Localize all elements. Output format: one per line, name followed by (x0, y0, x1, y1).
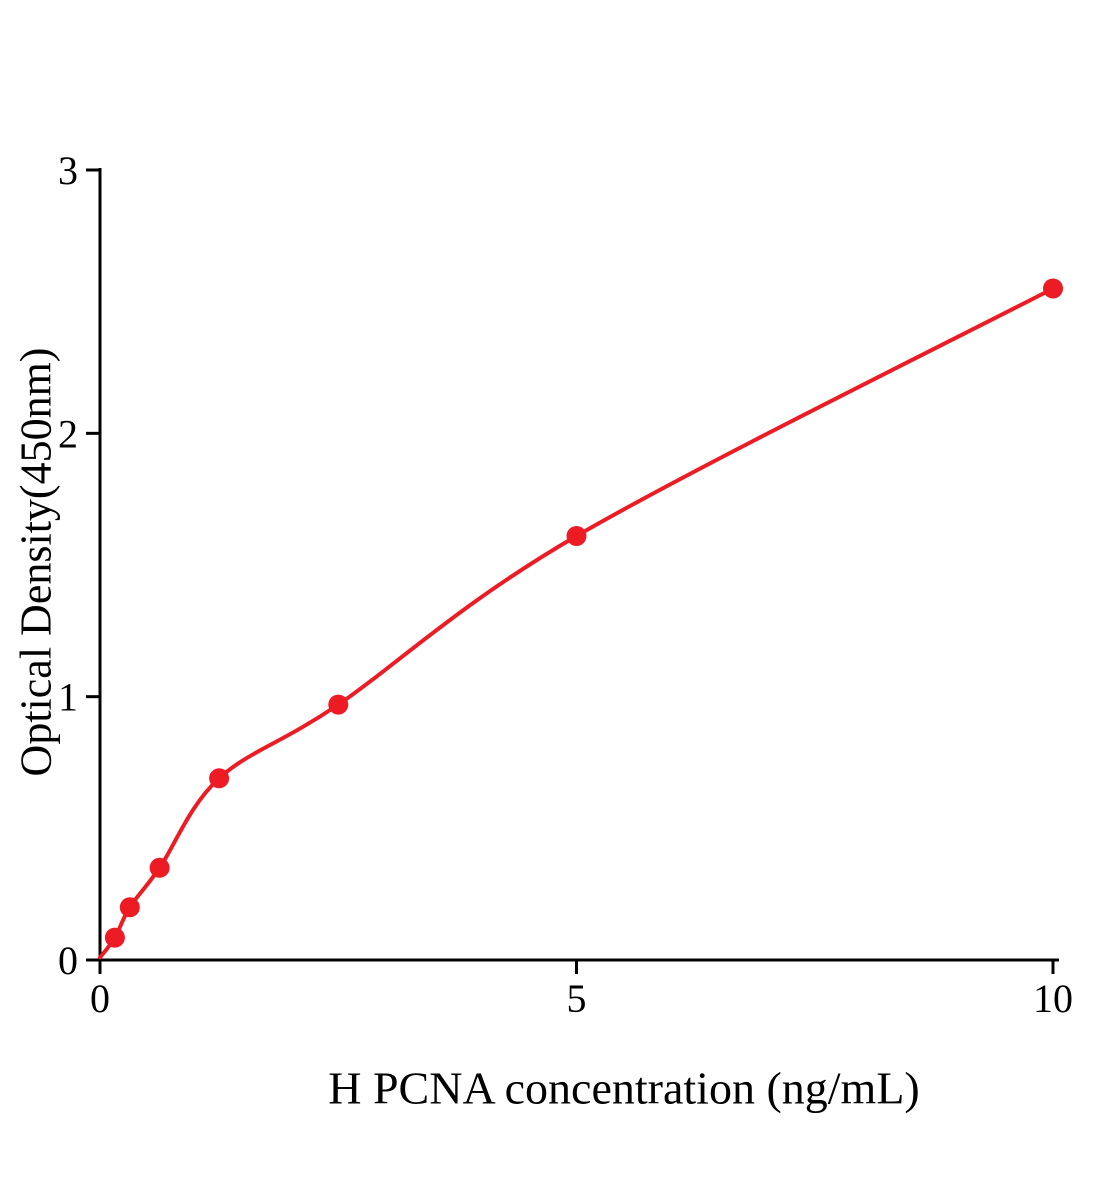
y-tick-label: 0 (58, 938, 78, 983)
y-axis-title: Optical Density(450nm) (11, 347, 61, 777)
data-point (328, 694, 349, 715)
standard-curve-line (98, 286, 1055, 960)
y-tick-label: 2 (58, 411, 78, 456)
data-point (119, 897, 140, 918)
x-tick-label: 5 (567, 976, 587, 1021)
y-tick-label: 3 (58, 148, 78, 193)
plot-area: 0 1 2 3 0 5 10 (58, 148, 1073, 1021)
data-point (1043, 278, 1063, 299)
data-point (209, 768, 230, 789)
data-point (104, 927, 125, 948)
data-point (566, 526, 587, 546)
x-tick-label: 0 (90, 976, 110, 1021)
x-axis-title: H PCNA concentration (ng/mL) (328, 1062, 920, 1114)
data-point (149, 857, 170, 878)
y-tick-label: 1 (58, 675, 78, 720)
x-tick-label: 10 (1033, 976, 1073, 1021)
